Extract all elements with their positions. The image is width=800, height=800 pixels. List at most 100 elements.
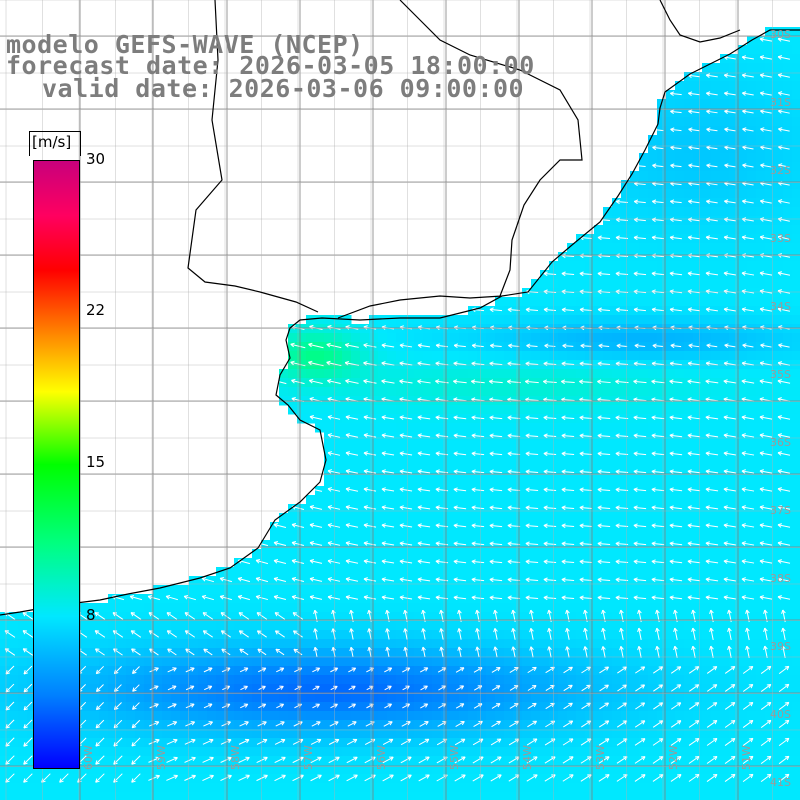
wind-arrow — [403, 646, 408, 658]
wind-arrow — [706, 91, 718, 96]
wind-arrow — [166, 738, 178, 745]
wind-arrow — [615, 415, 629, 421]
wind-arrow — [419, 721, 429, 727]
wind-arrow — [203, 703, 213, 709]
wind-arrow — [363, 559, 377, 564]
wind-arrow — [723, 235, 736, 240]
wind-arrow — [597, 271, 611, 277]
wind-arrow — [651, 577, 665, 583]
wind-arrow — [132, 684, 140, 692]
wind-arrow — [148, 738, 160, 745]
wind-arrow — [131, 737, 141, 747]
wind-arrow — [543, 469, 557, 475]
wind-arrow — [525, 577, 539, 583]
wind-arrow — [526, 738, 538, 746]
wind-arrow — [563, 684, 573, 692]
wind-arrow — [706, 127, 718, 133]
wind-arrow — [655, 645, 660, 658]
wind-arrow — [688, 684, 700, 692]
wind-arrow — [633, 235, 646, 241]
wind-arrow — [760, 665, 772, 674]
wind-arrow — [652, 738, 664, 746]
wind-arrow — [724, 720, 736, 728]
wind-arrow — [167, 685, 177, 691]
wind-arrow — [472, 738, 484, 746]
wind-arrow — [363, 487, 377, 492]
wind-arrow — [742, 343, 754, 348]
wind-arrow — [507, 307, 521, 313]
wind-arrow — [742, 109, 754, 114]
wind-arrow — [417, 595, 431, 600]
wind-arrow — [563, 720, 574, 728]
wind-arrow — [543, 505, 557, 511]
wind-arrow — [471, 595, 485, 601]
wind-arrow — [633, 379, 647, 385]
wind-arrow — [525, 469, 539, 475]
wind-arrow — [381, 343, 395, 348]
wind-arrow — [239, 667, 249, 673]
wind-arrow — [327, 541, 341, 546]
wind-arrow — [363, 577, 377, 582]
wind-arrow — [489, 451, 503, 457]
unit-box — [29, 131, 81, 156]
wind-arrow — [742, 701, 754, 710]
wind-arrow — [166, 630, 178, 638]
wind-arrow — [363, 523, 377, 528]
wind-arrow — [669, 379, 683, 384]
wind-arrow — [633, 199, 646, 205]
wind-arrow — [597, 505, 611, 511]
wind-arrow — [363, 451, 377, 456]
wind-arrow — [599, 666, 610, 674]
wind-arrow — [670, 163, 682, 169]
wind-arrow — [637, 627, 642, 640]
wind-arrow — [759, 451, 773, 456]
wind-arrow — [706, 199, 718, 204]
wind-arrow — [309, 577, 323, 582]
wind-arrow — [131, 773, 141, 783]
wind-arrow — [760, 127, 772, 132]
wind-arrow — [687, 433, 701, 438]
wind-arrow — [741, 541, 755, 546]
model-title: modelo GEFS-WAVE (NCEP) — [6, 30, 364, 59]
wind-arrow — [723, 523, 737, 528]
wind-arrow — [547, 646, 552, 658]
wind-arrow — [687, 505, 701, 510]
wind-arrow — [669, 523, 683, 528]
wind-arrow — [201, 576, 215, 583]
wind-arrow — [95, 665, 105, 675]
wind-arrow — [705, 523, 719, 528]
wind-arrow — [439, 628, 444, 640]
wind-arrow — [435, 379, 449, 384]
wind-arrow — [527, 702, 537, 710]
wind-arrow — [202, 630, 213, 638]
wind-arrow — [601, 627, 606, 640]
wind-arrow — [255, 558, 269, 565]
wind-arrow — [742, 755, 754, 765]
wind-arrow — [345, 487, 359, 492]
wind-arrow — [219, 576, 233, 583]
wind-arrow — [741, 271, 755, 276]
wind-arrow — [759, 523, 773, 528]
wind-arrow — [709, 645, 714, 658]
wind-arrow — [526, 756, 538, 764]
wind-arrow — [615, 307, 628, 313]
wind-arrow — [670, 91, 682, 97]
wind-arrow — [527, 666, 537, 674]
wind-arrow — [399, 343, 413, 348]
wind-arrow — [240, 685, 248, 691]
wind-arrow — [507, 559, 521, 565]
wind-arrow — [633, 541, 647, 547]
wind-arrow — [705, 73, 718, 78]
wind-arrow — [634, 738, 646, 746]
wind-arrow — [741, 523, 755, 528]
wind-arrow — [670, 774, 682, 782]
wind-arrow — [344, 342, 359, 348]
wind-arrow — [759, 217, 772, 222]
wind-arrow — [615, 271, 629, 277]
wind-arrow — [309, 523, 323, 528]
wind-arrow — [167, 667, 177, 673]
wind-arrow — [759, 73, 772, 78]
wind-arrow — [561, 271, 575, 277]
wind-arrow — [598, 720, 610, 728]
wind-arrow — [221, 703, 231, 709]
